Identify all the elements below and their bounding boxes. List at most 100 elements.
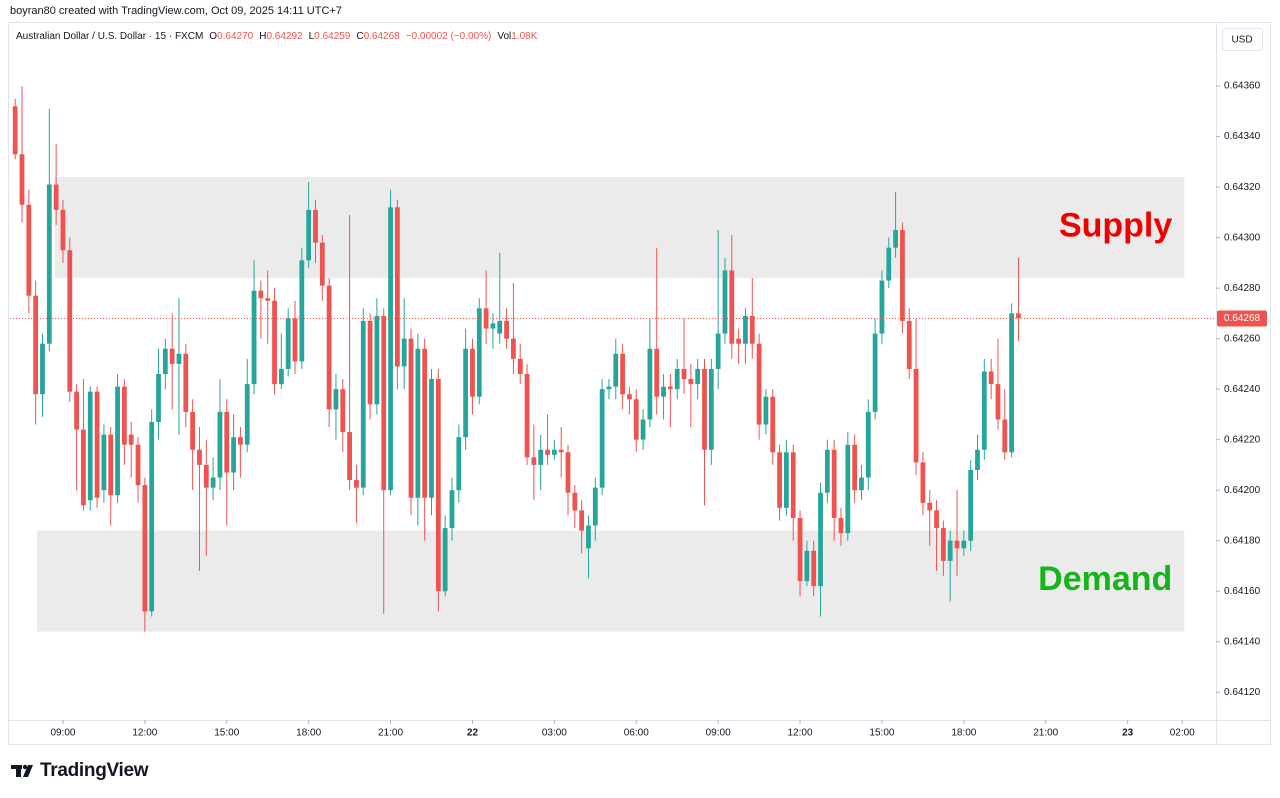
candle-body [538,449,544,465]
candle-body [169,348,175,364]
candle-body [94,391,100,498]
candle-body [606,386,612,390]
candle-body [67,250,73,392]
candle-body [845,444,851,534]
legend-change: −0.00002 (−0.00%) [405,31,492,42]
candle-body [961,540,967,549]
candle-body [879,280,885,334]
y-tick-label: 0.64160 [1224,586,1261,597]
legend-value: 0.64259 [314,31,351,42]
candle-body [319,242,325,286]
legend-value: 0.64268 [363,31,400,42]
candle-body [661,386,666,397]
candle-body [729,270,735,344]
candle-body [265,298,271,301]
candle-body [674,368,680,390]
candle-body [470,348,475,397]
candle-body [354,480,359,488]
last-price-box [1217,310,1267,327]
candle-body [572,492,578,511]
candle-body [784,452,789,508]
y-tick-label: 0.64240 [1224,384,1261,395]
candle-body [415,348,421,498]
y-tick-label: 0.64140 [1224,636,1261,647]
candle-body [558,449,564,453]
x-tick-label: 03:00 [542,728,567,739]
candle-body [613,353,619,387]
candle-body [1002,419,1008,453]
candle-body [708,368,714,450]
candle-body [763,396,769,425]
candle-body [940,528,946,561]
candle-body [326,285,332,410]
zone-label: Supply [1059,207,1172,245]
y-tick-label: 0.64260 [1224,333,1261,344]
candle-body [804,550,810,582]
candle-body [852,444,858,491]
x-tick-label: 12:00 [132,728,157,739]
legend-value: 0.64270 [217,31,254,42]
candle-body [497,320,503,334]
last-price-label: 0.64268 [1224,313,1261,324]
candle-body [60,209,66,251]
legend: Australian Dollar / U.S. Dollar · 15 · F… [16,31,543,42]
candle-body [900,230,905,321]
candle-body [87,391,93,501]
candle-body [1016,313,1021,319]
x-tick-label: 12:00 [788,728,813,739]
candle-body [749,315,755,344]
candle-body [374,315,380,405]
x-tick-label: 09:00 [706,728,731,739]
candle-body [162,348,168,374]
chart-frame [8,22,1271,745]
candle-body [831,449,837,518]
candle-body [19,154,25,205]
candle-body [947,540,953,561]
candle-body [156,374,161,422]
axes: 0.64360 0.64340 0.64320 0.64300 0.64280 0.642… [50,81,1267,739]
brand: TradingView [40,760,149,781]
candle-body [736,338,742,344]
candle-body [981,371,987,450]
candle-body [524,374,530,458]
y-tick-label: 0.64360 [1224,81,1261,92]
candle-body [1009,313,1015,453]
x-tick-label: 06:00 [624,728,649,739]
candle-body [490,323,496,329]
candle-body [913,368,919,463]
candle-body [770,396,776,453]
candle-body [551,449,557,455]
candle-body [627,394,632,400]
candle-body [224,411,230,473]
candle-body [620,353,625,395]
candle-body [818,492,823,587]
candle-body [586,525,591,549]
candle-body [824,449,830,493]
candle-body [128,434,134,445]
candle-body [408,338,414,498]
symbol: Australian Dollar / U.S. Dollar · 15 · F… [16,31,204,42]
candle-body [203,464,209,488]
candle-body [46,184,52,344]
candle-body [633,399,639,440]
currency-box[interactable] [1222,28,1263,51]
candle-body [872,333,878,412]
candle-body [722,270,728,334]
zones: Supply Demand [37,177,1185,632]
candle-body [906,320,912,369]
candle-body [278,368,284,385]
candles [10,86,1216,632]
zone [54,177,1185,279]
candle-body [381,315,387,491]
candle-body [893,230,898,248]
legend-key: C [356,31,364,42]
candle-body [333,389,339,410]
candle-body [422,348,428,498]
candle-body [640,419,646,440]
candle-body [442,528,448,592]
candle-body [285,318,291,369]
candle-body [790,452,796,518]
legend-key: O [209,31,218,42]
candle-body [777,452,782,508]
candle-body [756,343,762,425]
